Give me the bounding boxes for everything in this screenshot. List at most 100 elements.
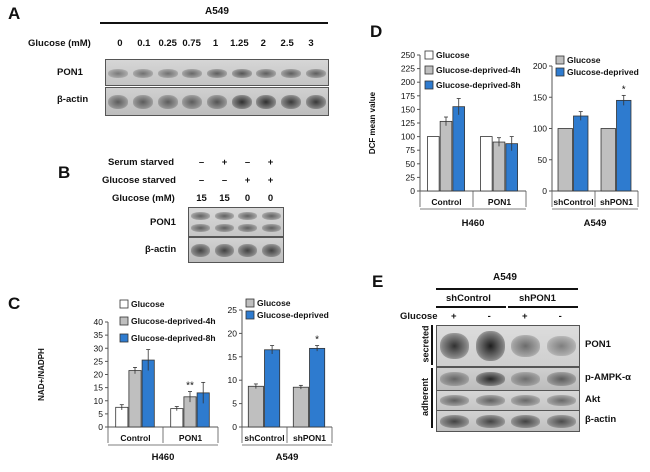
panel-b-glucose-label: Glucose (mM): [112, 193, 175, 204]
panel-a-glucose-value-2: 0.25: [158, 38, 177, 49]
panel-b-serum-mark-0: –: [198, 157, 205, 168]
bar-shpon1-glucose: [600, 128, 616, 192]
y-tick-label: 150: [401, 104, 415, 114]
category-label: shPON1: [600, 197, 633, 207]
panel-a-band-actin-2: [157, 94, 178, 109]
bar-control-glucose-deprived-4h: [128, 370, 142, 428]
y-tick-label: 5: [232, 399, 237, 409]
y-tick-label: 10: [228, 375, 238, 385]
panel-a-band-actin-6: [256, 94, 277, 109]
legend-swatch: [424, 50, 434, 60]
bar-control-glucose-deprived-4h: [439, 120, 453, 192]
category-label: shPON1: [293, 433, 326, 443]
panel-b-glucose-starved-marks: – – + +: [190, 175, 282, 188]
y-tick-label: 15: [228, 352, 238, 362]
category-label: shControl: [244, 433, 284, 443]
panel-e-band-pon1-3: [546, 336, 576, 356]
panel-letter-d: D: [370, 22, 383, 41]
panel-b-glucose-value-2: 0: [244, 193, 251, 204]
y-tick-label: 25: [228, 305, 238, 315]
panel-e-band-actin-3: [546, 414, 576, 428]
panel-a-glucose-value-3: 0.75: [182, 38, 201, 49]
y-tick-label: 0: [542, 186, 547, 196]
panel-b-band-pon1-3: [261, 224, 281, 233]
y-tick-label: 225: [401, 64, 415, 74]
panel-b-band-pon1-1: [214, 224, 234, 233]
panel-a-band-actin-3: [182, 94, 203, 109]
panel-letter-a: A: [8, 4, 21, 23]
bar-control-glucose-deprived-8h: [452, 106, 465, 192]
bar-shcontrol-glucose-deprived: [573, 115, 589, 192]
panel-a-band-actin-8: [305, 94, 326, 109]
panel-b-row-label-pon1: PON1: [150, 217, 176, 228]
group-label: H460: [152, 452, 175, 463]
panel-b-glucose-starved-mark-2: +: [244, 175, 251, 186]
y-tick-label: 10: [94, 396, 104, 406]
panel-a-glucose-value-1: 0.1: [137, 38, 151, 49]
significance-mark: **: [186, 381, 194, 392]
y-tick-label: 50: [406, 159, 416, 169]
bar-shcontrol-glucose: [247, 385, 264, 428]
bar-shpon1-glucose-deprived: [309, 347, 326, 428]
bar-shpon1-glucose-deprived: [616, 99, 632, 192]
panel-a-band-actin-7: [280, 94, 302, 109]
panel-e-row-label-actin: β-actin: [585, 414, 617, 425]
panel-b-band-actin-1: [214, 243, 234, 257]
legend-swatch: [119, 316, 129, 326]
panel-a-band-pon1-4: [206, 69, 228, 79]
panel-e-row-label-akt: Akt: [585, 394, 601, 405]
panel-a-header-line: [100, 22, 328, 24]
panel-e-band-actin-0: [440, 414, 470, 428]
panel-letter-c: C: [8, 294, 21, 313]
panel-e-band-pampk-1: [475, 372, 505, 386]
panel-e-side-line-1: [431, 325, 433, 365]
category-label: Control: [120, 433, 150, 443]
panel-b-band-actin-0: [191, 243, 211, 257]
legend-label: Glucose: [436, 50, 470, 60]
panel-e-band-pampk-0: [440, 372, 470, 386]
panel-a-band-actin-1: [132, 94, 154, 109]
panel-b-glucose-value-1: 15: [219, 193, 230, 204]
panel-e-row-label-pon1: PON1: [585, 339, 611, 350]
y-tick-label: 30: [94, 343, 104, 353]
panel-a-band-pon1-8: [305, 69, 326, 79]
panel-a-band-actin-5: [231, 94, 252, 109]
panel-e-band-akt-3: [546, 395, 576, 406]
panel-e-glucose-mark-0: +: [450, 311, 457, 322]
panel-b-serum-mark-2: –: [244, 157, 251, 168]
panel-b-glucose-value-0: 15: [196, 193, 207, 204]
panel-b-serum-mark-1: +: [221, 157, 228, 168]
panel-e-band-akt-0: [440, 395, 470, 406]
panel-a-band-pon1-6: [256, 69, 277, 79]
bar-pon1-glucose-deprived-8h: [505, 143, 518, 192]
panel-b-serum-mark-3: +: [267, 157, 274, 168]
legend-label: Glucose: [257, 298, 291, 308]
significance-mark: *: [622, 84, 626, 95]
y-tick-label: 175: [401, 91, 415, 101]
legend-swatch: [555, 55, 565, 65]
y-tick-label: 50: [538, 155, 548, 165]
legend-label: Glucose-deprived-4h: [436, 65, 521, 75]
panel-letter-e: E: [372, 272, 384, 291]
bar-pon1-glucose-deprived-4h: [492, 141, 506, 192]
panel-b-band-pon1-upper-3: [261, 211, 281, 220]
legend-swatch: [245, 310, 255, 320]
panel-e-header-line: [436, 288, 578, 290]
y-tick-label: 125: [401, 118, 415, 128]
legend-swatch: [245, 298, 255, 308]
bar-pon1-glucose: [170, 408, 184, 428]
y-tick-label: 0: [98, 422, 103, 432]
panel-b-band-actin-3: [261, 243, 281, 257]
panel-e-side-line-2: [431, 368, 433, 428]
panel-a-band-pon1-1: [132, 69, 154, 79]
legend-label: Glucose: [131, 299, 165, 309]
bar-pon1-glucose: [480, 136, 493, 192]
panel-a-band-actin-4: [206, 94, 228, 109]
panel-e-cell-line: A549: [493, 272, 517, 283]
panel-b-blot-actin: [188, 237, 284, 263]
panel-e-band-pampk-2: [511, 372, 541, 386]
panel-a-blot-actin: [105, 87, 329, 116]
panel-b-row-label-actin: β-actin: [145, 244, 177, 255]
y-tick-label: 5: [98, 409, 103, 419]
